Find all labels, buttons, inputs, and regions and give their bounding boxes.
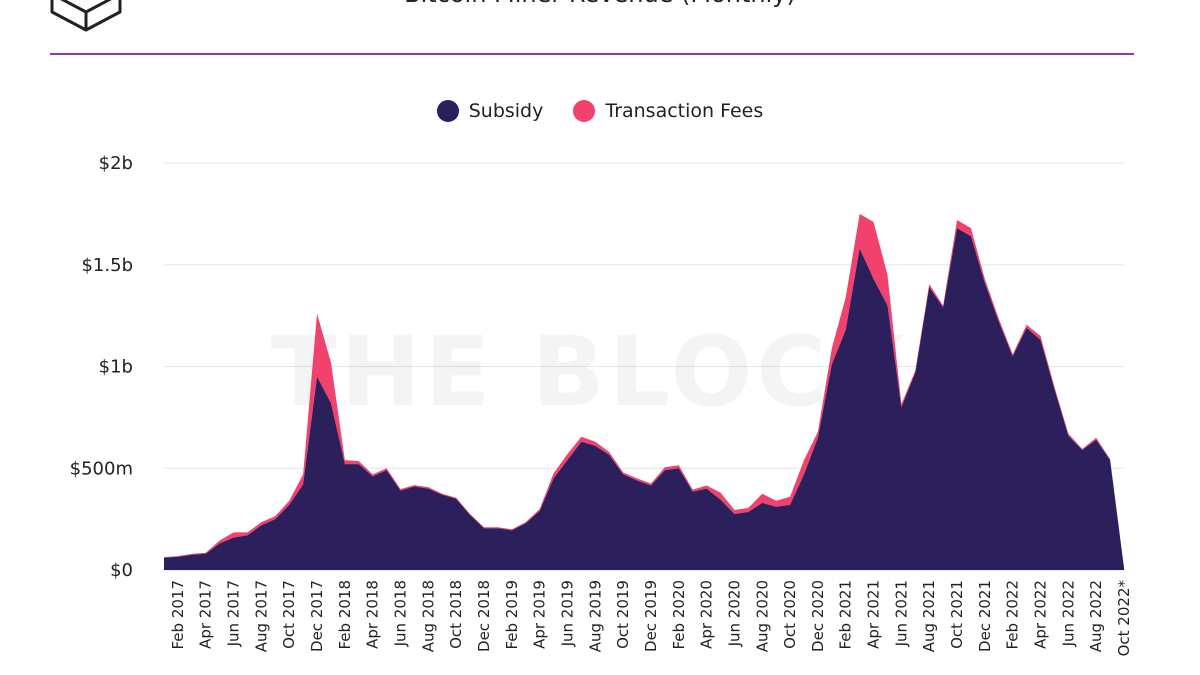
title-divider	[50, 53, 1134, 55]
x-tick-label: Dec 2018	[475, 580, 493, 652]
y-tick-label: $0	[110, 560, 133, 581]
x-tick-label: Dec 2017	[308, 580, 326, 652]
legend-label-fees: Transaction Fees	[605, 100, 764, 122]
legend-item-fees[interactable]: Transaction Fees	[573, 100, 763, 122]
x-tick-label: Aug 2018	[419, 580, 437, 652]
x-tick-label: Jun 2019	[558, 580, 576, 647]
x-tick-label: Dec 2020	[809, 580, 827, 652]
y-tick-label: $1b	[99, 357, 133, 378]
legend-label-subsidy: Subsidy	[468, 100, 544, 122]
x-tick-label: Apr 2022	[1032, 580, 1050, 649]
chart-legend: Subsidy Transaction Fees	[0, 100, 1200, 122]
legend-item-subsidy[interactable]: Subsidy	[436, 100, 544, 122]
x-tick-label: Aug 2022	[1087, 580, 1105, 652]
x-tick-label: Dec 2019	[642, 580, 660, 652]
x-tick-label: Oct 2021	[948, 580, 966, 649]
x-tick-label: Feb 2021	[837, 580, 855, 650]
y-tick-label: $1.5b	[81, 255, 133, 276]
x-tick-label: Feb 2020	[670, 580, 688, 650]
x-tick-label: Oct 2020	[781, 580, 799, 649]
x-tick-label: Oct 2018	[447, 580, 465, 649]
x-tick-label: Feb 2018	[336, 580, 354, 650]
y-axis: $0 $500m $1b $1.5b $2b	[70, 153, 133, 581]
y-tick-label: $500m	[70, 458, 133, 479]
x-tick-label: Apr 2021	[865, 580, 883, 649]
x-tick-label: Aug 2020	[753, 580, 771, 652]
x-tick-label: Apr 2017	[197, 580, 215, 649]
legend-swatch-fees	[573, 100, 596, 122]
legend-swatch-subsidy	[436, 100, 459, 122]
x-tick-label: Dec 2021	[976, 580, 994, 652]
x-tick-label: Oct 2019	[614, 580, 632, 649]
x-tick-label: Jun 2017	[225, 580, 243, 647]
x-tick-label: Feb 2017	[169, 580, 187, 650]
x-tick-label: Jun 2018	[392, 580, 410, 647]
x-tick-label: Apr 2018	[364, 580, 382, 649]
x-axis: Feb 2017 Apr 2017 Jun 2017 Aug 2017 Oct 2017…	[169, 580, 1133, 657]
x-tick-label: Feb 2022	[1004, 580, 1022, 650]
watermark-text: THE BLOCK	[271, 316, 909, 428]
series-area-subsidy	[164, 228, 1124, 570]
x-tick-label: Oct 2022*	[1115, 580, 1133, 657]
area-series	[164, 213, 1124, 570]
x-tick-label: Jun 2022	[1059, 580, 1077, 647]
y-tick-label: $2b	[99, 153, 133, 174]
chart-title: Bitcoin Miner Revenue (Monthly)	[0, 0, 1200, 8]
the-block-logo	[50, 0, 122, 32]
x-tick-label: Apr 2019	[531, 580, 549, 649]
x-tick-label: Oct 2017	[280, 580, 298, 649]
x-tick-label: Feb 2019	[503, 580, 521, 650]
x-tick-label: Jun 2021	[892, 580, 910, 647]
x-tick-label: Apr 2020	[698, 580, 716, 649]
x-tick-label: Aug 2021	[920, 580, 938, 652]
x-tick-label: Jun 2020	[725, 580, 743, 647]
x-tick-label: Aug 2017	[252, 580, 270, 652]
x-tick-label: Aug 2019	[586, 580, 604, 652]
